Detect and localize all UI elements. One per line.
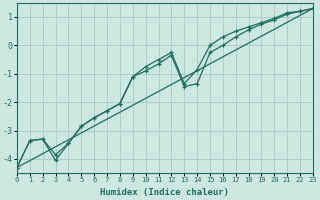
X-axis label: Humidex (Indice chaleur): Humidex (Indice chaleur) (100, 188, 229, 197)
